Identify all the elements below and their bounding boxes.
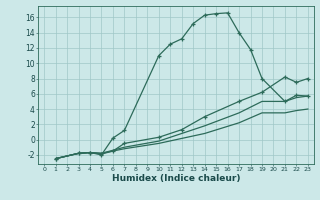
X-axis label: Humidex (Indice chaleur): Humidex (Indice chaleur): [112, 174, 240, 183]
